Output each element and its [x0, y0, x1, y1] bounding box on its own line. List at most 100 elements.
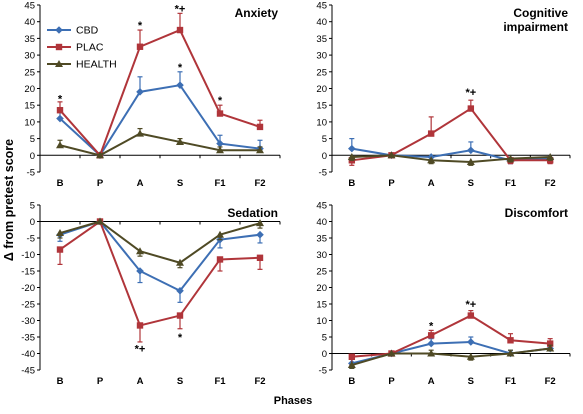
x-tick-label: B	[348, 178, 355, 189]
series-line	[59, 132, 260, 157]
y-tick-label: 5	[322, 333, 327, 344]
data-point	[546, 152, 555, 160]
x-tick-label: F1	[505, 376, 517, 387]
panel-title: Sedation	[227, 206, 278, 220]
series-line	[59, 219, 261, 327]
y-tick-label: 35	[316, 234, 327, 245]
data-point	[466, 352, 475, 360]
x-tick-label: A	[428, 376, 435, 387]
y-tick-label: 5	[30, 201, 35, 212]
significance-annotation: *+	[135, 344, 146, 356]
y-tick-label: 35	[24, 34, 35, 45]
legend-label: CBD	[76, 25, 99, 37]
data-point	[348, 144, 356, 153]
y-tick-label: 20	[24, 84, 35, 95]
data-point	[176, 81, 184, 89]
y-tick-label: -25	[21, 300, 35, 311]
panel-1: -5 0 5 10 15 20 25 30 35 40 45 B P A S F1 F2 Anxiety * * *+ *…	[24, 1, 281, 189]
data-point	[507, 337, 514, 344]
data-point	[136, 267, 144, 275]
data-point	[506, 154, 515, 162]
data-point	[96, 151, 104, 159]
legend-marker	[55, 43, 63, 51]
y-tick-label: 25	[24, 67, 35, 78]
series-line	[59, 28, 261, 158]
data-point	[427, 156, 436, 164]
data-point	[136, 43, 144, 50]
significance-annotation: *+	[465, 87, 476, 99]
y-tick-label: 40	[316, 217, 327, 228]
series-line	[351, 314, 551, 358]
significance-annotation: *	[218, 95, 223, 107]
significance-annotation: *	[138, 20, 143, 32]
legend: CBD PLAC HEALTH	[47, 25, 117, 71]
data-point	[467, 338, 475, 346]
data-point	[136, 322, 144, 329]
significance-annotation: *	[58, 94, 63, 106]
data-point	[96, 217, 104, 225]
legend-label: PLAC	[76, 42, 104, 54]
data-point	[467, 105, 475, 112]
legend-label: HEALTH	[76, 59, 117, 71]
x-tick-label: B	[348, 376, 355, 387]
y-axis-label: Δ from pretest score	[2, 139, 16, 261]
data-point	[256, 219, 264, 227]
series-line	[59, 220, 261, 264]
x-tick-label: S	[177, 376, 183, 387]
data-point	[256, 146, 264, 154]
x-tick-label: F2	[254, 178, 265, 189]
data-point	[427, 339, 435, 348]
data-point	[546, 344, 555, 352]
x-tick-label: S	[468, 178, 474, 189]
y-tick-label: 0	[30, 151, 35, 162]
data-point	[216, 230, 224, 238]
series-line	[351, 107, 551, 162]
data-point	[56, 246, 64, 253]
significance-annotation: *	[178, 62, 183, 74]
data-point	[506, 349, 515, 357]
series-line	[351, 154, 551, 163]
y-tick-label: -30	[21, 316, 35, 327]
data-point	[176, 312, 184, 319]
data-point	[216, 146, 224, 154]
panel-2: -5 0 5 10 15 20 25 30 35 40 45 B P A S F1 F2 Cognitiveimp…	[316, 1, 571, 189]
y-tick-label: -20	[21, 283, 35, 294]
x-tick-label: S	[177, 178, 183, 189]
panel-4: -5 0 5 10 15 20 25 30 35 40 45 B P A S F1 F2 Discomfort * *…	[316, 201, 571, 387]
y-tick-label: 45	[316, 1, 327, 12]
y-tick-label: -35	[21, 333, 35, 344]
y-tick-label: 30	[24, 51, 35, 62]
y-tick-label: -15	[21, 267, 35, 278]
y-tick-label: 0	[322, 151, 327, 162]
y-tick-label: 45	[316, 201, 327, 212]
panel-3: -45 -40 -35 -30 -25 -20 -15 -10 -5 0 5 B P A S F1 F2 Seda…	[21, 201, 281, 387]
y-tick-label: 30	[316, 51, 327, 62]
data-point	[176, 258, 184, 266]
data-point	[56, 229, 64, 237]
data-point	[56, 141, 64, 149]
y-tick-label: -5	[319, 168, 327, 179]
x-tick-label: P	[388, 376, 395, 387]
y-tick-label: 0	[30, 217, 35, 228]
significance-annotation: *+	[175, 3, 186, 15]
y-tick-label: 0	[322, 349, 327, 360]
x-tick-label: A	[428, 178, 435, 189]
y-tick-label: 20	[316, 84, 327, 95]
significance-annotation: *	[178, 332, 183, 344]
data-point	[347, 361, 356, 369]
data-point	[256, 230, 264, 239]
x-tick-label: F1	[214, 178, 226, 189]
series-health	[56, 217, 264, 269]
y-tick-label: 5	[322, 134, 327, 145]
y-tick-label: 25	[316, 267, 327, 278]
data-point	[427, 130, 435, 137]
data-point	[56, 107, 64, 114]
data-point	[176, 137, 184, 145]
data-point	[256, 123, 264, 131]
data-point	[216, 256, 224, 263]
significance-annotation: *	[429, 320, 434, 332]
x-tick-label: F1	[214, 376, 226, 387]
y-tick-label: 25	[316, 67, 327, 78]
